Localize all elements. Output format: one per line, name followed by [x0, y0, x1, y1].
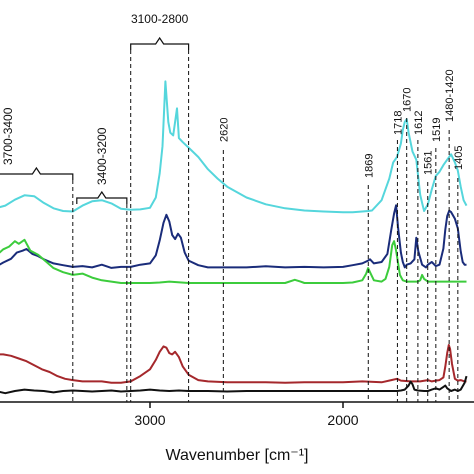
range-label-3100-2800: 3100-2800: [131, 12, 189, 26]
peak-label-2620: 2620: [218, 118, 230, 142]
range-label-3400-3200: 3400-3200: [95, 127, 109, 185]
x-tick-label-3000: 3000: [134, 412, 165, 428]
spectrum-line-2: [0, 204, 467, 269]
range-label-3700-3400: 3700-3400: [1, 107, 15, 165]
range-bracket-3700-3400: [0, 166, 74, 180]
peak-label-1718: 1718: [392, 111, 404, 135]
peak-label-1405: 1405: [453, 146, 465, 170]
series-layer: [0, 80, 468, 395]
spectrum-line-1: [0, 80, 468, 214]
spectrum-line-5: [0, 375, 468, 395]
x-axis-label: Wavenumber [cm⁻¹]: [166, 447, 309, 464]
x-tick-label-2000: 2000: [327, 412, 358, 428]
range-bracket-3100-2800: [130, 36, 190, 50]
peak-label-1869: 1869: [363, 154, 375, 178]
spectrum-line-4: [0, 344, 467, 384]
range-bracket-3400-3200: [76, 190, 128, 204]
x-axis: 3000 2000: [0, 401, 474, 428]
peak-label-1561: 1561: [423, 151, 435, 175]
peak-label-1612: 1612: [413, 111, 425, 135]
peak-label-1519: 1519: [431, 118, 443, 142]
peak-label-1670: 1670: [402, 88, 414, 112]
peak-label-1480-1420: 1480-1420: [444, 69, 456, 122]
spectrum-line-3: [0, 238, 467, 284]
